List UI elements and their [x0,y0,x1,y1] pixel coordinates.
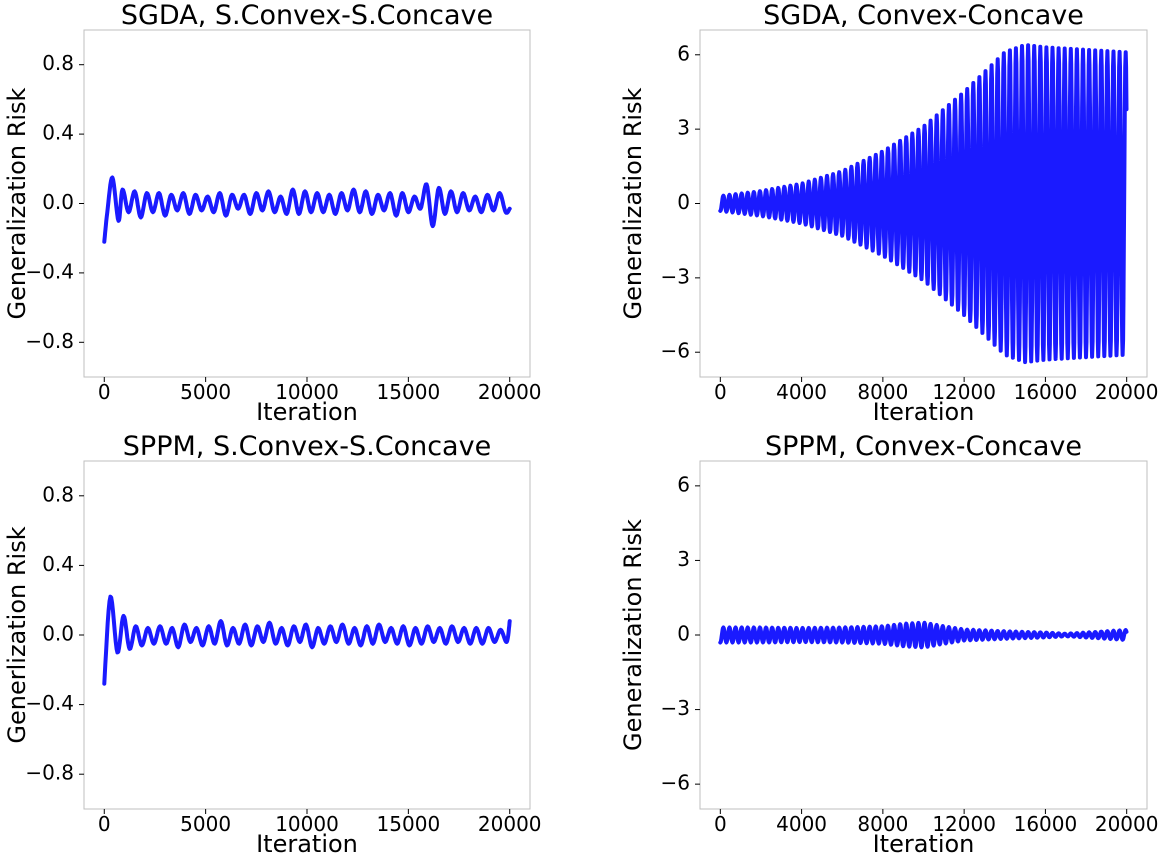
y-tick-label: 0 [677,190,690,214]
y-axis-label: Generalization Risk [3,87,31,319]
y-axis-label: Generalization Risk [619,519,647,751]
y-tick-label: 6 [677,472,690,496]
x-tick-label: 12000 [932,812,996,836]
x-tick-label: 20000 [1095,812,1159,836]
y-tick-label: −6 [661,339,690,363]
series-line [102,594,512,686]
x-tick-label: 12000 [932,380,996,404]
chart-title: SGDA, Convex-Concave [763,0,1084,31]
chart-title: SGDA, S.Convex-S.Concave [121,0,493,31]
y-tick-label: 0.8 [42,51,74,75]
x-tick-label: 10000 [275,812,339,836]
x-tick-label: 20000 [1095,380,1159,404]
y-tick-label: 0.0 [42,190,74,214]
y-tick-label: −0.4 [25,259,74,283]
x-tick-label: 10000 [275,380,339,404]
series-line [718,620,1129,650]
x-tick-label: 20000 [478,812,542,836]
x-tick-label: 20000 [478,380,542,404]
y-axis-label: Generlization Risk [3,526,31,743]
series-line [102,175,512,244]
x-tick-label: 5000 [180,812,231,836]
x-tick-label: 16000 [1014,812,1078,836]
series-line [718,43,1129,365]
x-axis-label: Iteration [873,398,975,426]
y-tick-label: 0.0 [42,622,74,646]
panel-sgda-convex: SGDA, Convex-Concave Iteration Generalizat… [619,0,1158,426]
x-tick-label: 0 [714,380,727,404]
x-tick-label: 0 [98,812,111,836]
y-tick-label: 0.4 [42,121,74,145]
y-tick-label: −0.8 [25,761,74,785]
y-tick-label: −3 [661,264,690,288]
y-tick-label: −0.4 [25,691,74,715]
x-tick-label: 8000 [857,812,908,836]
y-tick-label: −0.8 [25,329,74,353]
panel-sgda-strongly-convex: SGDA, S.Convex-S.Concave Iteration General… [3,0,542,426]
x-axis-label: Iteration [873,830,975,855]
y-tick-label: −6 [661,771,690,795]
x-tick-label: 0 [98,380,111,404]
chart-title: SPPM, S.Convex-S.Concave [123,431,491,462]
y-tick-label: 0.4 [42,552,74,576]
x-tick-label: 4000 [776,812,827,836]
y-tick-label: 3 [677,547,690,571]
y-tick-label: −3 [661,696,690,720]
x-tick-label: 0 [714,812,727,836]
y-tick-label: 3 [677,116,690,140]
y-tick-label: 6 [677,41,690,65]
x-tick-label: 5000 [180,380,231,404]
x-tick-label: 16000 [1014,380,1078,404]
chart-title: SPPM, Convex-Concave [765,431,1082,462]
panel-sppm-strongly-convex: SPPM, S.Convex-S.Concave Iteration Generli… [3,431,542,855]
x-tick-label: 4000 [776,380,827,404]
x-tick-label: 8000 [857,380,908,404]
y-axis-label: Generalization Risk [619,87,647,319]
y-tick-label: 0.8 [42,482,74,506]
x-axis-label: Iteration [256,830,358,855]
panel-sppm-convex: SPPM, Convex-Concave Iteration Generalizat… [619,431,1158,855]
y-tick-label: 0 [677,622,690,646]
x-tick-label: 15000 [377,812,441,836]
x-axis-label: Iteration [256,398,358,426]
x-tick-label: 15000 [377,380,441,404]
